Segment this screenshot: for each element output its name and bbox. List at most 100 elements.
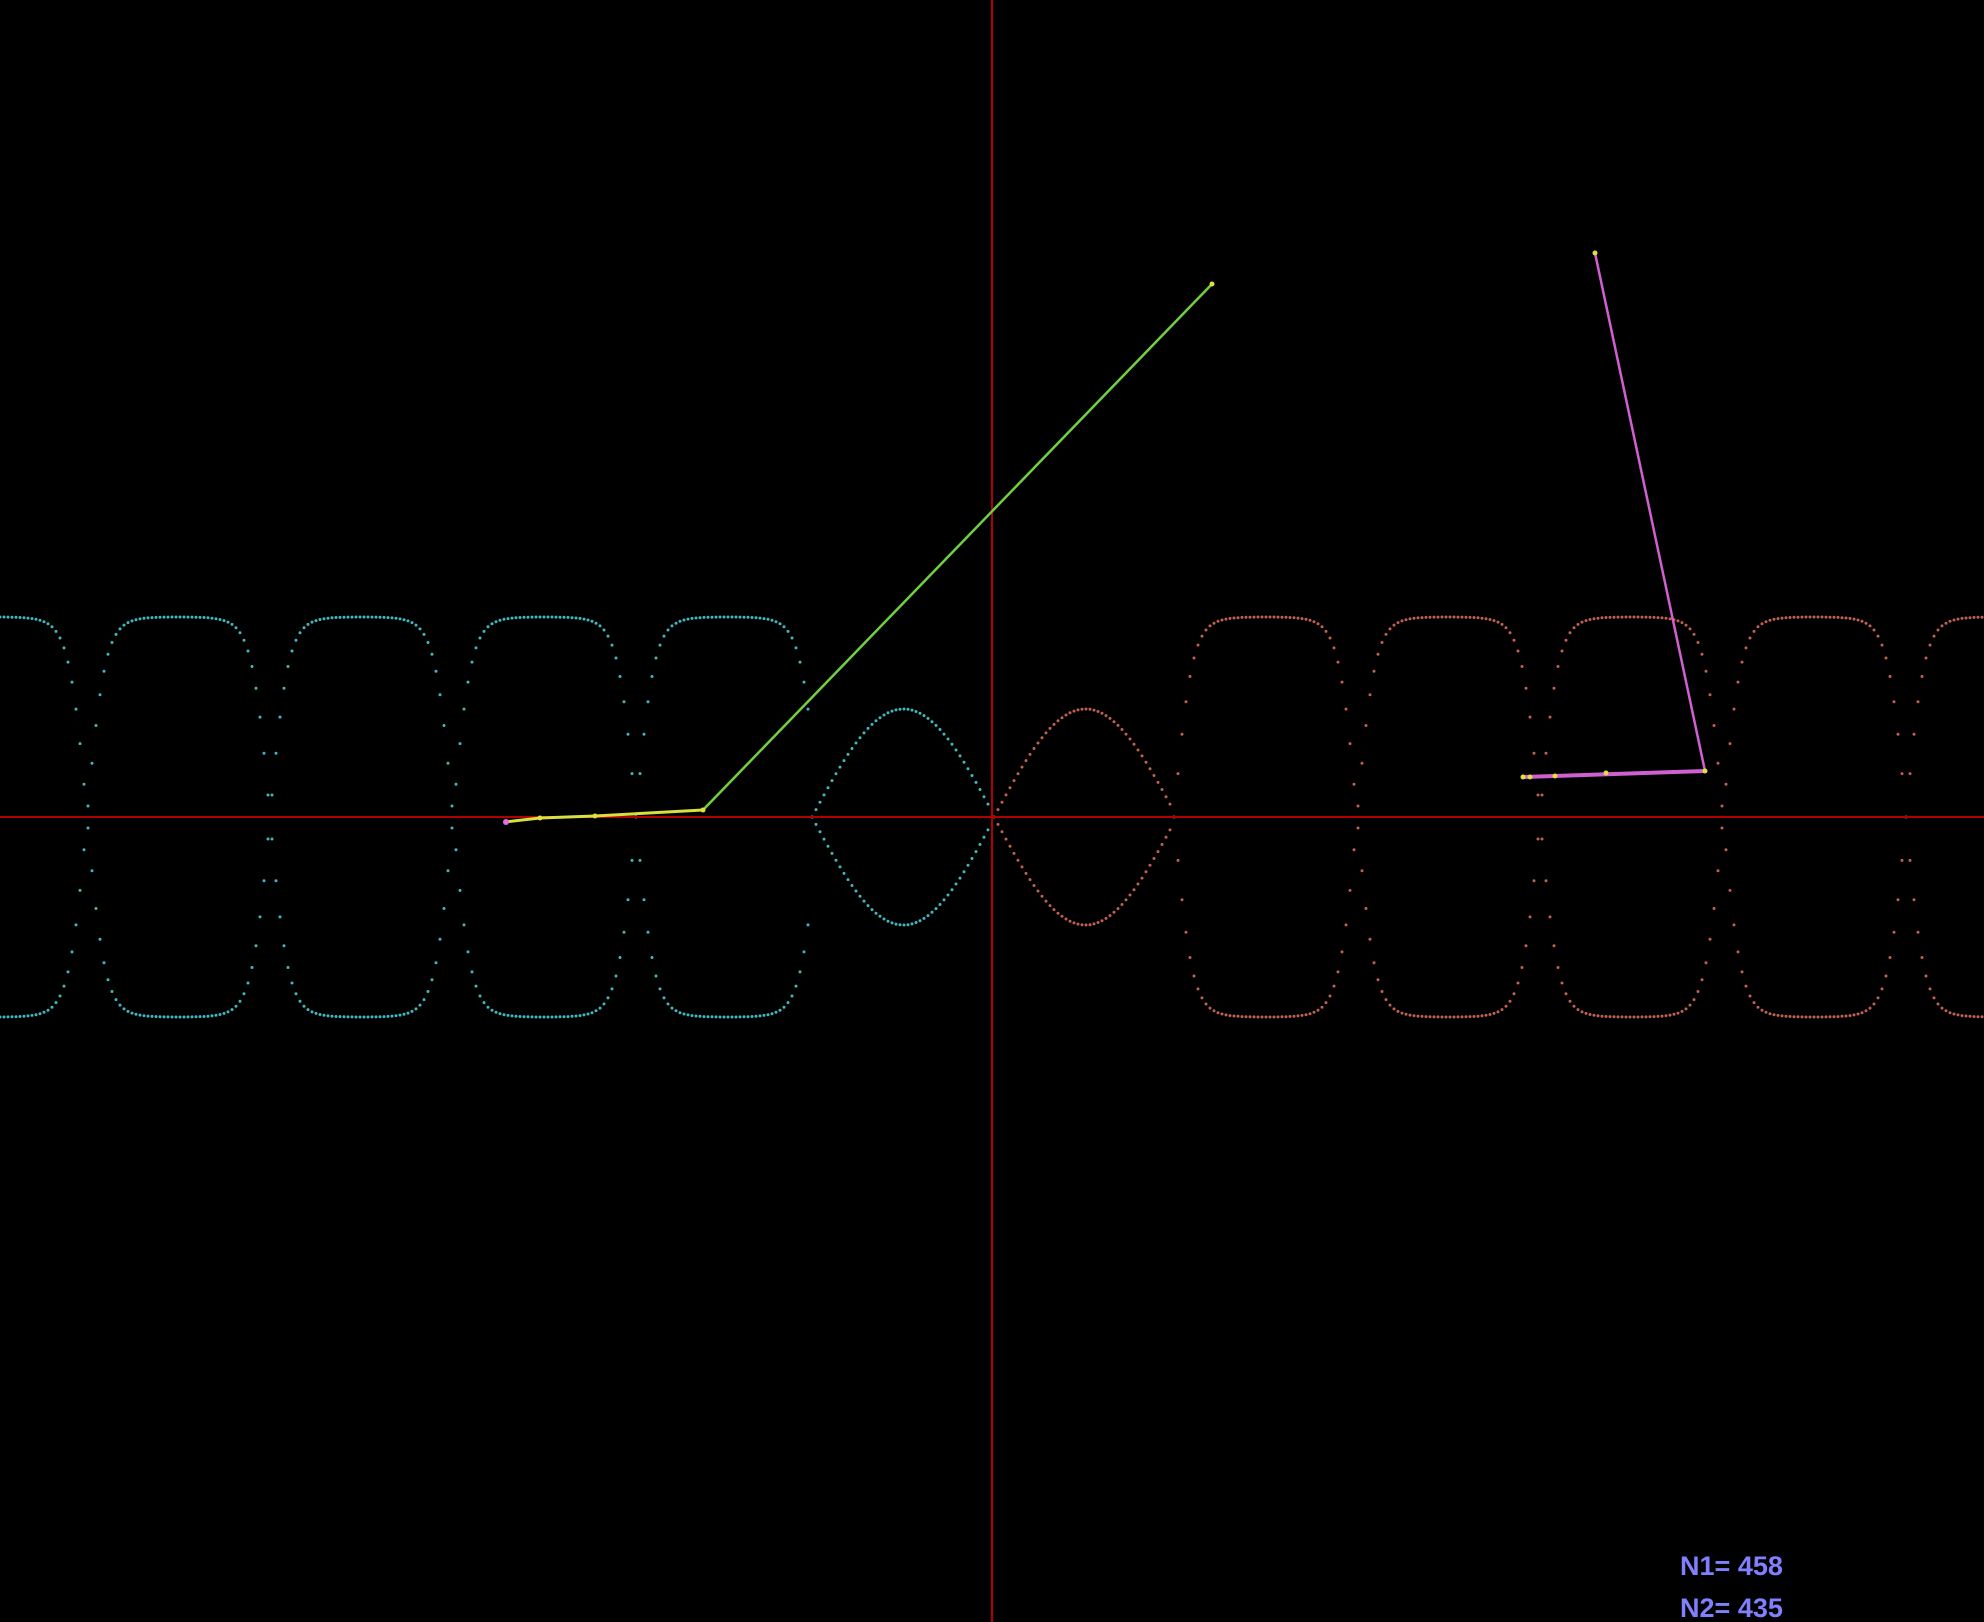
curve-dot [930, 720, 934, 724]
curve-dot [1200, 634, 1204, 638]
curve-dot [1464, 615, 1468, 619]
curve-dot [362, 1015, 366, 1019]
curve-dot [1108, 716, 1112, 720]
curve-dot [426, 990, 430, 993]
curve-dot [718, 1015, 722, 1019]
curve-dot [1312, 1010, 1316, 1014]
curve-dot [698, 616, 702, 620]
curve-dot [294, 992, 298, 996]
curve-dot [1036, 889, 1040, 893]
curve-dot [1288, 616, 1292, 619]
curve-dot [890, 921, 894, 925]
curve-dot [502, 1013, 506, 1017]
curve-dot [314, 619, 318, 623]
curve-dot [354, 615, 358, 619]
curve-dot [110, 641, 114, 644]
curve-dot [538, 1015, 542, 1019]
curve-dot [1692, 632, 1696, 636]
curve-dot [414, 1007, 418, 1011]
curve-dot [826, 844, 830, 848]
curve-dot [1524, 944, 1528, 948]
curve-dot [942, 898, 946, 902]
curve-dot [1212, 621, 1216, 625]
curve-dot [750, 1015, 754, 1018]
n1-value: 458 [1737, 1551, 1783, 1581]
curve-dot [1808, 1015, 1812, 1019]
curve-dot [378, 1015, 382, 1019]
curve-dot [566, 1015, 570, 1019]
curve-dot [846, 752, 850, 756]
curve-dot [138, 1013, 142, 1017]
curve-dot [1872, 628, 1876, 632]
curve-dot [22, 616, 26, 620]
curve-dot [1052, 722, 1056, 726]
curve-dot [1664, 616, 1668, 620]
curve-dot [1084, 707, 1088, 711]
curve-dot [854, 889, 858, 893]
curve-dot [1540, 793, 1544, 797]
curve-dot [882, 917, 886, 921]
curve-dot [834, 772, 838, 776]
right-curve-dots [992, 615, 1984, 1019]
curve-dot [1088, 923, 1092, 927]
curve-dot [434, 669, 438, 673]
curve-dot [454, 782, 458, 786]
curve-dot [1176, 772, 1180, 776]
curve-dot [1096, 921, 1100, 924]
curve-dot [814, 808, 818, 812]
curve-dot [1228, 1014, 1232, 1018]
curve-dot [1944, 1009, 1948, 1013]
curve-dot [1300, 617, 1304, 621]
curve-dot [6, 615, 10, 619]
curve-dot [958, 754, 962, 758]
curve-dot [750, 616, 754, 619]
curve-dot [1736, 950, 1740, 954]
curve-dot [646, 930, 650, 934]
curve-dot [242, 638, 246, 642]
curve-dot [1428, 615, 1432, 619]
curve-dot [1068, 711, 1072, 715]
curve-dot [950, 742, 954, 746]
left-linkage [503, 281, 1215, 825]
curve-dot [1700, 652, 1704, 656]
curve-dot [1160, 788, 1164, 791]
curve-dot [850, 747, 854, 750]
curve-dot [202, 1015, 206, 1018]
curve-dot [322, 1013, 326, 1017]
curve-dot [1076, 708, 1080, 712]
curve-dot [890, 709, 894, 713]
curve-dot [1248, 615, 1252, 619]
curve-dot [1376, 978, 1380, 982]
curve-dot [1676, 619, 1680, 623]
curve-dot [246, 649, 250, 653]
curve-dot [1444, 615, 1448, 619]
curve-dot [1896, 898, 1900, 902]
curve-dot [1900, 858, 1904, 862]
curve-dot [734, 1015, 738, 1019]
curve-dot [1452, 1015, 1456, 1019]
curve-dot [478, 994, 482, 998]
curve-dot [1424, 615, 1428, 619]
curve-dot [1020, 865, 1024, 869]
curve-dot [1356, 826, 1360, 830]
curve-dot [1324, 1001, 1328, 1005]
curve-dot [362, 615, 366, 619]
curve-dot [610, 987, 614, 991]
curve-dot [42, 620, 46, 624]
curve-dot [694, 616, 698, 620]
curve-dot [630, 772, 634, 776]
curve-dot [1032, 884, 1036, 887]
curve-dot [450, 804, 454, 808]
curve-dot [1304, 1013, 1308, 1017]
curve-dot [1384, 632, 1388, 636]
curve-dot [1040, 736, 1044, 740]
curve-dot [158, 1015, 162, 1019]
curve-dot [1240, 615, 1244, 619]
curve-dot [410, 621, 414, 625]
curve-dot [94, 724, 98, 727]
curve-dot [970, 857, 974, 860]
curve-dot [1740, 660, 1744, 664]
curve-dot [742, 615, 746, 619]
curve-dot [1912, 898, 1916, 902]
curve-dot [130, 1011, 134, 1015]
